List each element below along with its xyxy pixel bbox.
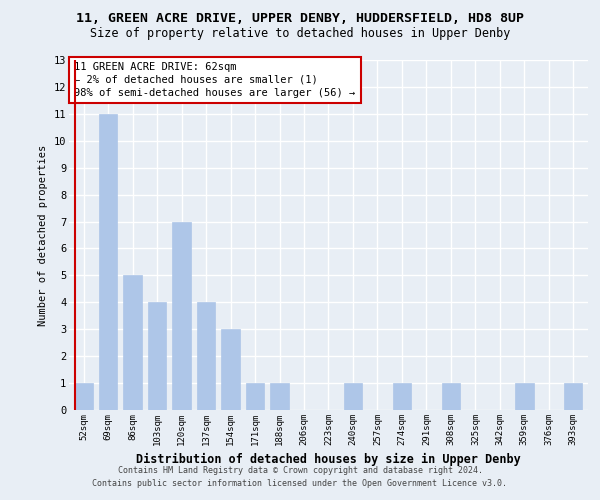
Bar xyxy=(344,383,362,410)
Bar xyxy=(148,302,166,410)
Bar xyxy=(197,302,215,410)
Text: 11, GREEN ACRE DRIVE, UPPER DENBY, HUDDERSFIELD, HD8 8UP: 11, GREEN ACRE DRIVE, UPPER DENBY, HUDDE… xyxy=(76,12,524,26)
Y-axis label: Number of detached properties: Number of detached properties xyxy=(38,144,48,326)
Bar xyxy=(124,276,142,410)
Bar xyxy=(442,383,460,410)
Bar xyxy=(246,383,264,410)
Bar xyxy=(515,383,533,410)
Bar xyxy=(99,114,118,410)
Text: Size of property relative to detached houses in Upper Denby: Size of property relative to detached ho… xyxy=(90,28,510,40)
Bar xyxy=(393,383,411,410)
Bar xyxy=(172,222,191,410)
Text: 11 GREEN ACRE DRIVE: 62sqm
← 2% of detached houses are smaller (1)
98% of semi-d: 11 GREEN ACRE DRIVE: 62sqm ← 2% of detac… xyxy=(74,62,355,98)
X-axis label: Distribution of detached houses by size in Upper Denby: Distribution of detached houses by size … xyxy=(136,454,521,466)
Bar xyxy=(74,383,93,410)
Bar xyxy=(564,383,583,410)
Text: Contains HM Land Registry data © Crown copyright and database right 2024.
Contai: Contains HM Land Registry data © Crown c… xyxy=(92,466,508,487)
Bar xyxy=(221,329,240,410)
Bar xyxy=(271,383,289,410)
